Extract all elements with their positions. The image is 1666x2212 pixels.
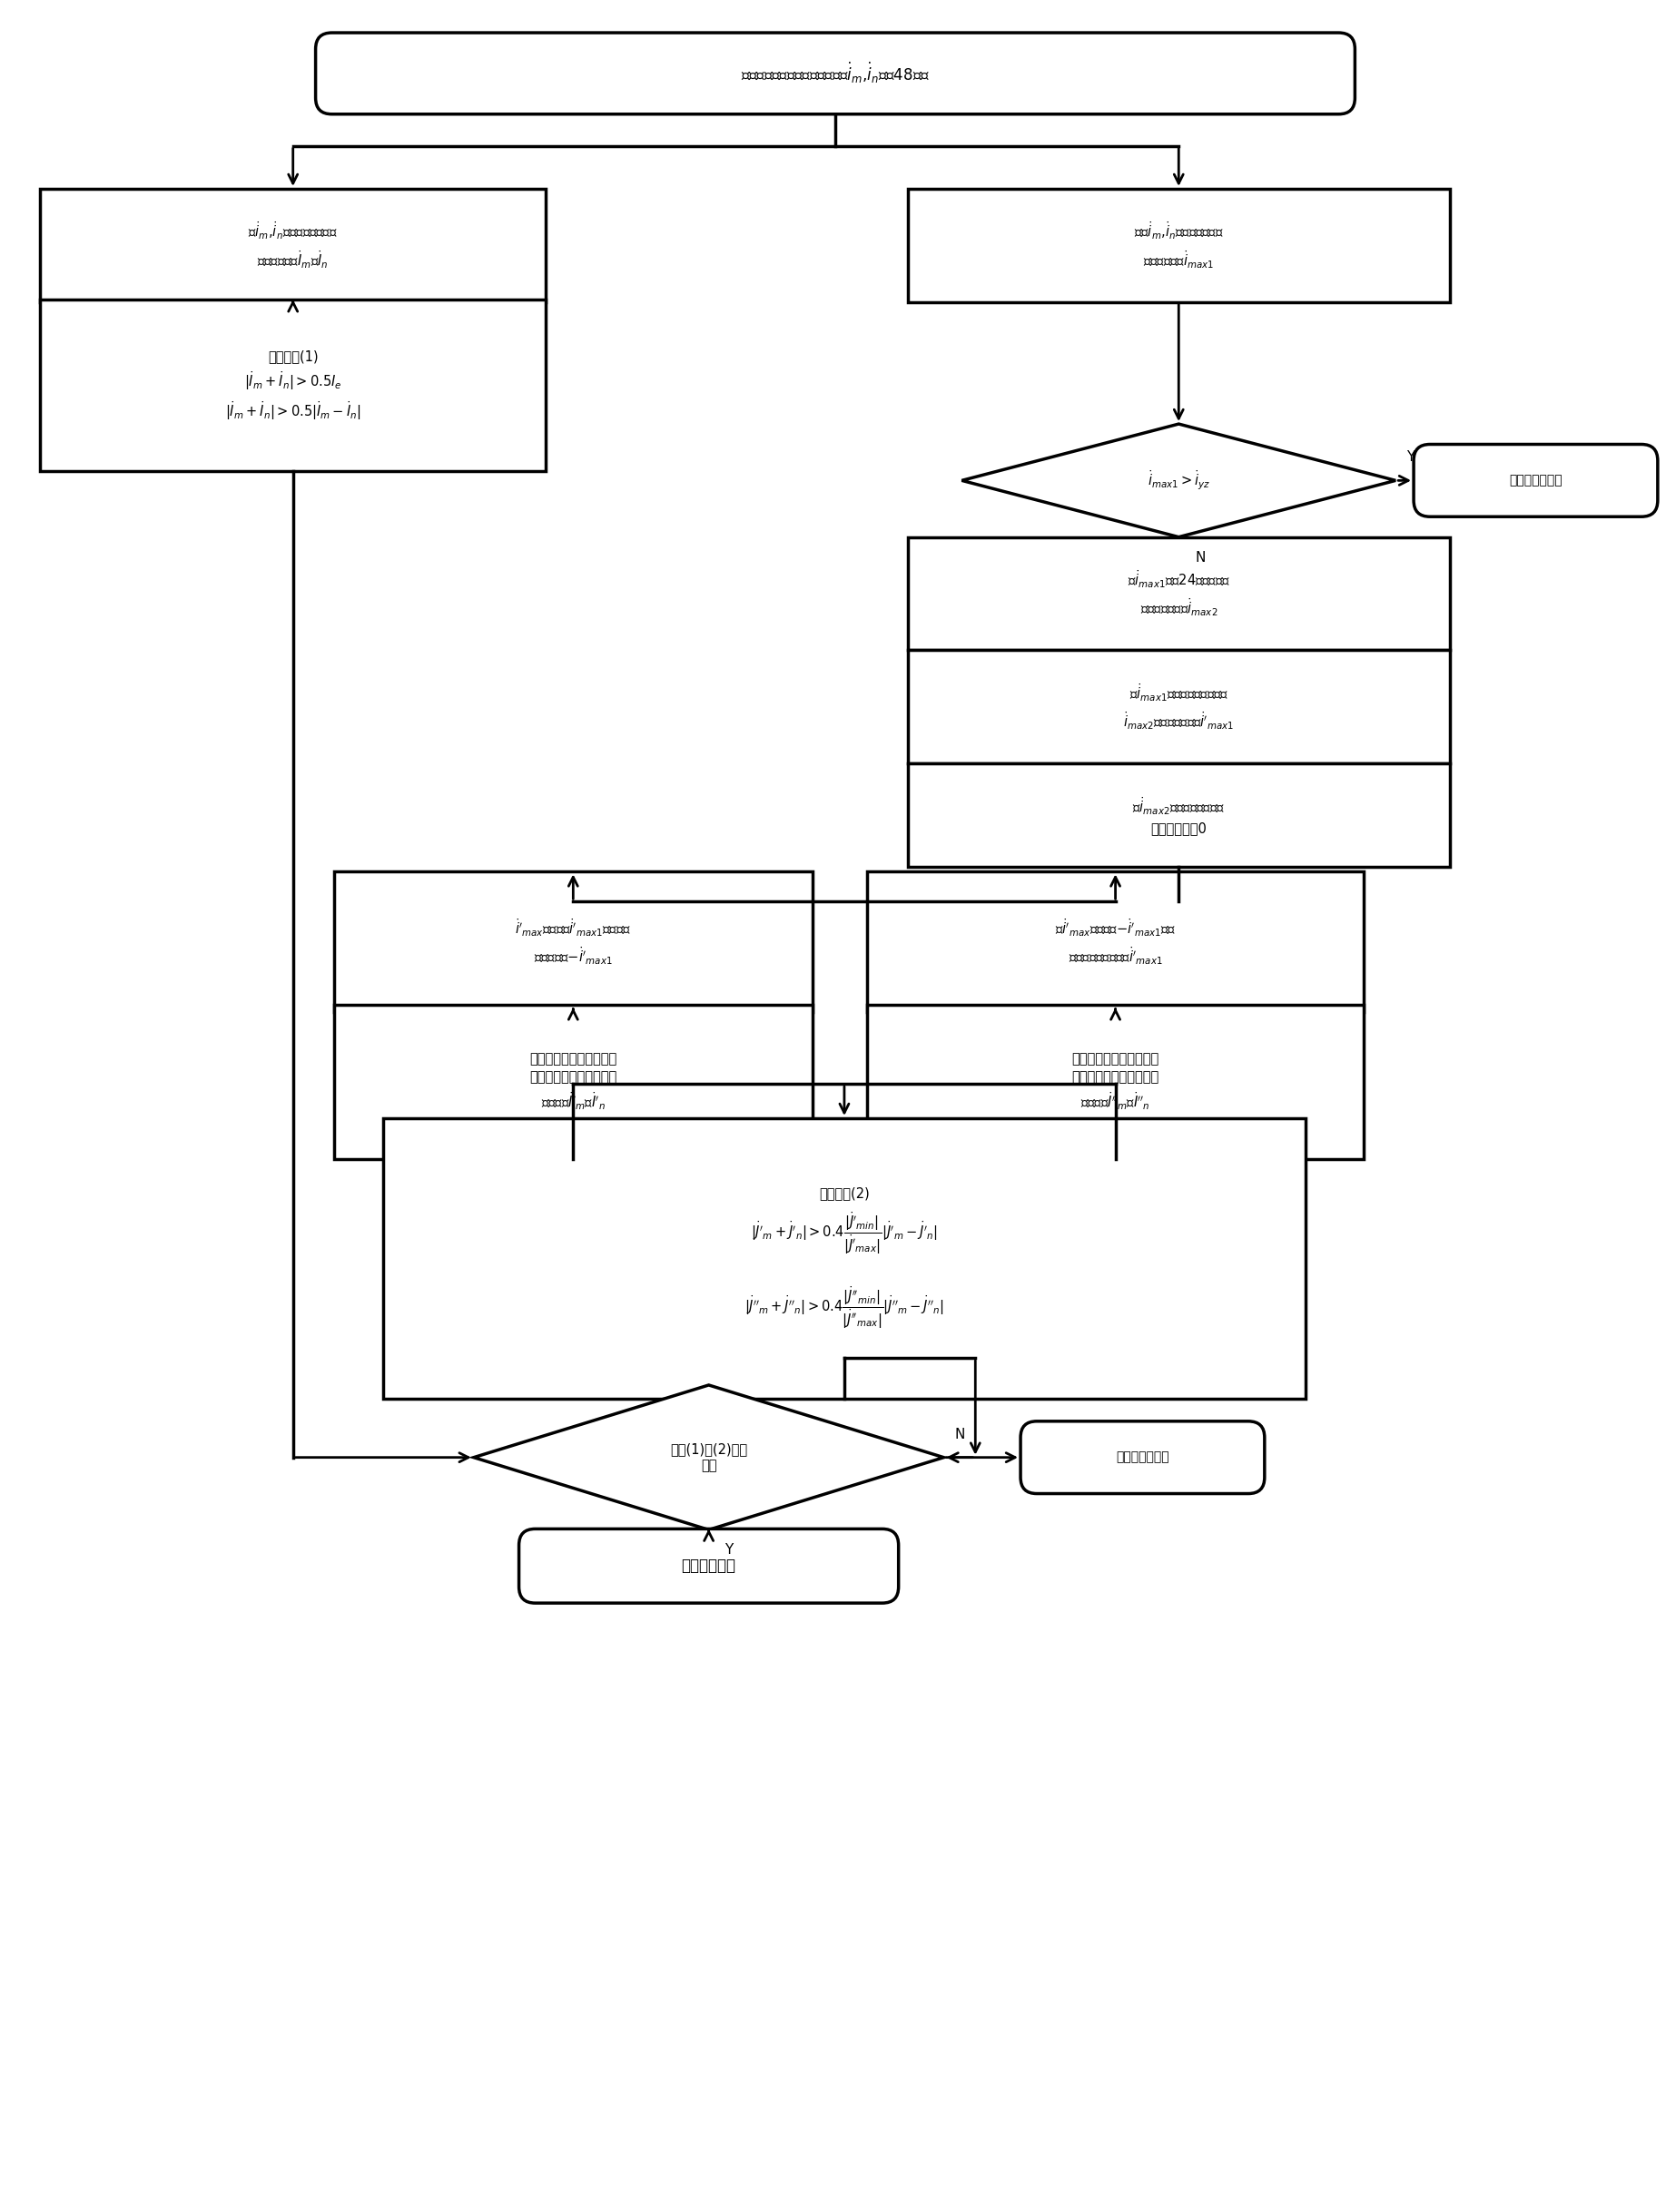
Text: 在$\dot{i}_{max1}$同侧24个点内，找
出幅值次大的点$\dot{i}_{max2}$: 在$\dot{i}_{max1}$同侧24个点内，找 出幅值次大的点$\dot{… [1128,568,1230,619]
Text: N: N [955,1427,965,1442]
Text: 将$\dot{i}'_{max}$点修改为$-\dot{i}'_{max1}$，将
对端同位置点修改为$\dot{i}'_{max1}$: 将$\dot{i}'_{max}$点修改为$-\dot{i}'_{max1}$，… [1055,918,1176,967]
Text: 差动保护动作: 差动保护动作 [681,1557,736,1575]
Text: 差动保护不动作: 差动保护不动作 [1509,473,1563,487]
Text: 计算判据(2)
$|\dot{J}'_m+\dot{J}'_n|>0.4\dfrac{|\dot{J}'_{min}|}{|\dot{J}'_{max}|}|\: 计算判据(2) $|\dot{J}'_m+\dot{J}'_n|>0.4\dfr… [745,1186,945,1332]
Text: 对修改后的两端电流采样
值分别进行全周傅立叶变
换，得到$\dot{I}'_m$，$\dot{I}'_n$: 对修改后的两端电流采样 值分别进行全周傅立叶变 换，得到$\dot{I}'_m$… [530,1053,616,1113]
Text: Y: Y [1406,451,1414,465]
Text: 令$\dot{i}_{max1}$点极性不变，幅值加
$\dot{i}_{max2}$的绝对值，变为$\dot{i}'_{max1}$: 令$\dot{i}_{max1}$点极性不变，幅值加 $\dot{i}_{max… [1123,681,1235,732]
Text: 对修改后的两端电流采样
值分别进行全周傅立叶变
换，得到$\dot{I}''_m$，$\dot{I}''_n$: 对修改后的两端电流采样 值分别进行全周傅立叶变 换，得到$\dot{I}''_m… [1071,1053,1160,1113]
Text: 计算判据(1)
$|\dot{I}_m+\dot{I}_n|>0.5I_e$
$|\dot{I}_m+\dot{I}_n|>0.5|\dot{I}_m-\dot: 计算判据(1) $|\dot{I}_m+\dot{I}_n|>0.5I_e$ $… [225,349,362,422]
Text: 判据(1)、(2)同时
成立: 判据(1)、(2)同时 成立 [670,1442,748,1473]
FancyBboxPatch shape [908,650,1449,763]
FancyBboxPatch shape [383,1119,1304,1398]
Polygon shape [473,1385,943,1531]
FancyBboxPatch shape [866,1004,1364,1159]
Text: Y: Y [725,1544,733,1557]
Text: 将$\dot{i}_{max2}$所在点和对端同位
置点均替换为0: 将$\dot{i}_{max2}$所在点和对端同位 置点均替换为0 [1133,796,1225,834]
FancyBboxPatch shape [333,872,813,1011]
FancyBboxPatch shape [866,872,1364,1011]
FancyBboxPatch shape [333,1004,813,1159]
FancyBboxPatch shape [1021,1422,1264,1493]
Text: $\dot{i}'_{max}$不变，将$\dot{i}'_{max1}$对端同位
置点修改为$-\dot{i}'_{max1}$: $\dot{i}'_{max}$不变，将$\dot{i}'_{max1}$对端同… [515,918,631,967]
FancyBboxPatch shape [908,538,1449,650]
FancyBboxPatch shape [908,763,1449,867]
Polygon shape [961,425,1396,538]
Text: 采集线路两端一周波电流采样值$\dot{i}_m$,$\dot{i}_n$，共48个点: 采集线路两端一周波电流采样值$\dot{i}_m$,$\dot{i}_n$，共4… [741,62,930,86]
Text: N: N [1195,551,1205,564]
FancyBboxPatch shape [40,299,546,471]
FancyBboxPatch shape [1414,445,1658,518]
FancyBboxPatch shape [40,188,546,301]
Text: 差动保护不动作: 差动保护不动作 [1116,1451,1170,1464]
Text: $\dot{i}_{max1}>\dot{i}_{yz}$: $\dot{i}_{max1}>\dot{i}_{yz}$ [1148,469,1210,491]
Text: 对$\dot{i}_m$,$\dot{i}_n$分别进行全周傅立
叶变换，得到$\dot{I}_m$，$\dot{I}_n$: 对$\dot{i}_m$,$\dot{i}_n$分别进行全周傅立 叶变换，得到$… [248,221,338,270]
FancyBboxPatch shape [908,188,1449,301]
FancyBboxPatch shape [518,1528,898,1604]
FancyBboxPatch shape [315,33,1354,115]
Text: 比较$\dot{i}_m$,$\dot{i}_n$中各点，取其中
幅值最大的点$\dot{i}_{max1}$: 比较$\dot{i}_m$,$\dot{i}_n$中各点，取其中 幅值最大的点$… [1135,221,1223,270]
